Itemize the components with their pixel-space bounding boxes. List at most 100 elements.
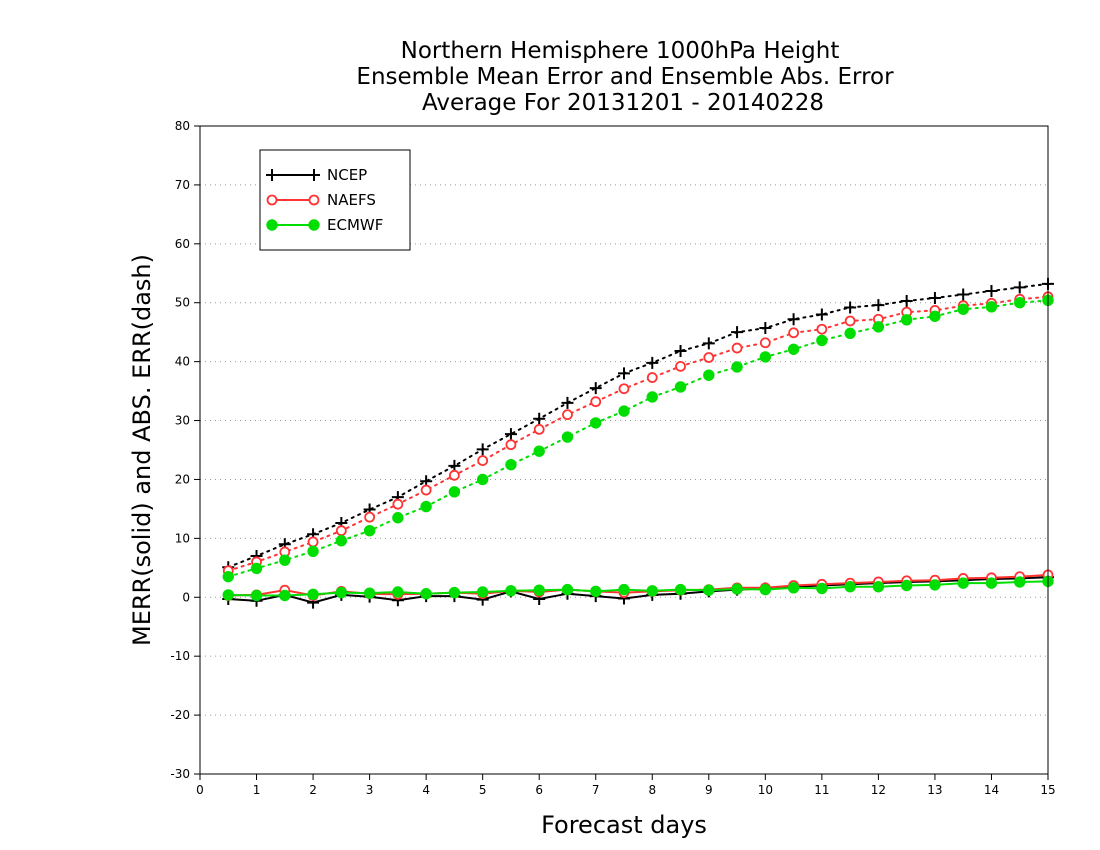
series-ecmwf-abs-error-point <box>335 535 348 547</box>
x-tick-label: 14 <box>984 783 999 797</box>
series-ecmwf-mean-error-point <box>900 579 913 592</box>
series-ecmwf-mean-error-point <box>307 588 319 601</box>
series-ecmwf-mean-error-point <box>590 585 602 598</box>
series-ecmwf-mean-error-point <box>646 585 658 597</box>
series-ecmwf-mean-error-point <box>787 582 800 594</box>
x-tick-label: 0 <box>196 783 204 797</box>
series-ncep-abs-error-point <box>900 294 913 307</box>
series-ncep-abs-error-point <box>787 313 800 326</box>
series-ecmwf-mean-error-point <box>703 584 715 596</box>
series-ecmwf-abs-error-point <box>1014 297 1026 309</box>
series-ecmwf-mean-error-point <box>844 580 856 593</box>
series-ecmwf-mean-error-point <box>476 586 489 598</box>
legend-marker-ecmwf <box>308 219 320 231</box>
y-tick-label: 20 <box>175 472 190 486</box>
series-ecmwf-abs-error-point <box>787 343 800 355</box>
series-naefs-abs-error-point <box>731 342 743 354</box>
series-naefs-abs-error-point <box>703 352 715 363</box>
legend-label-ecmwf: ECMWF <box>327 216 383 234</box>
x-tick-label: 9 <box>705 783 713 797</box>
series-ncep-abs-error-point <box>759 322 772 335</box>
x-tick-label: 2 <box>309 783 317 797</box>
series-ncep-abs-error-point <box>646 356 659 369</box>
series-ncep-abs-error-line <box>227 282 1049 569</box>
series-naefs-abs-error-point <box>590 396 602 408</box>
series-ecmwf-mean-error-point <box>279 589 291 602</box>
series-ecmwf-abs-error-point <box>590 417 602 429</box>
x-tick-label: 6 <box>535 783 543 797</box>
series-layer <box>222 277 1054 609</box>
series-naefs-abs-error-point <box>364 511 376 523</box>
y-tick-label: 30 <box>175 414 190 428</box>
series-ncep-abs-error-point <box>731 326 744 339</box>
series-naefs-abs-error-point <box>675 360 686 372</box>
series-ecmwf-abs-error-point <box>476 473 489 486</box>
series-ecmwf-abs-error-point <box>759 351 772 363</box>
y-tick-label: -20 <box>170 708 190 722</box>
series-ecmwf-mean-error-point <box>816 582 828 595</box>
series-ncep-abs-error-point <box>504 428 517 441</box>
y-tick-label: 10 <box>175 531 190 545</box>
series-ecmwf-abs-error-point <box>703 369 715 381</box>
series-ecmwf-mean-error-point <box>674 583 687 596</box>
series-ncep-abs-error-point <box>674 345 687 358</box>
series-ecmwf-mean-error-point <box>759 583 772 596</box>
y-tick-label: -30 <box>170 767 190 781</box>
series-ncep-abs-error-point <box>533 412 546 425</box>
series-naefs-abs-error-point <box>335 525 347 537</box>
series-naefs-abs-error-point <box>307 536 319 548</box>
series-naefs-abs-error-point <box>618 383 630 395</box>
series-ecmwf-mean-error-point <box>448 586 461 599</box>
series-naefs-abs-error-point <box>788 327 799 339</box>
series-ecmwf-abs-error-point <box>363 525 376 537</box>
x-tick-label: 8 <box>648 783 656 797</box>
x-tick-label: 5 <box>479 783 487 797</box>
legend-marker-ncep <box>266 169 278 181</box>
legend-marker-ncep <box>308 169 320 181</box>
series-ecmwf-abs-error-point <box>674 381 687 393</box>
series-naefs-abs-error-point <box>646 372 658 383</box>
series-ecmwf-mean-error-point <box>929 579 941 591</box>
x-tick-label: 12 <box>871 783 886 797</box>
legend-marker-ecmwf <box>266 219 278 231</box>
series-naefs-abs-error-point <box>477 455 489 467</box>
series-naefs <box>222 291 1054 601</box>
series-ncep-abs-error-point <box>928 292 941 305</box>
series-ecmwf-abs-error-line <box>227 299 1049 578</box>
series-ecmwf-mean-error-point <box>250 589 263 602</box>
plot-frame <box>199 125 1049 775</box>
series-ecmwf-abs-error-point <box>420 500 432 513</box>
series-ecmwf-abs-error-point <box>222 570 234 583</box>
series-ecmwf-mean-error-point <box>335 586 348 599</box>
series-naefs-abs-error-line <box>227 295 1049 572</box>
y-tick-label: 70 <box>175 178 190 192</box>
y-tick-label: 0 <box>182 590 190 604</box>
series-ecmwf-mean-error-point <box>561 583 574 596</box>
x-tick-label: 1 <box>253 783 261 797</box>
series-ecmwf-abs-error-point <box>816 334 828 347</box>
x-axis-label: Forecast days <box>541 811 707 839</box>
x-tick-label: 3 <box>366 783 374 797</box>
legend-marker-naefs <box>308 194 320 206</box>
series-ecmwf-abs-error-point <box>279 554 291 566</box>
series-ncep-abs-error-point <box>957 288 970 301</box>
series-ecmwf-mean-error-point <box>363 587 376 599</box>
series-ecmwf-abs-error-point <box>392 512 404 524</box>
series-naefs-abs-error-point <box>533 423 545 435</box>
series-ecmwf-abs-error-point <box>844 327 856 340</box>
chart-title-line-2: Ensemble Mean Error and Ensemble Abs. Er… <box>356 64 894 90</box>
series-naefs-abs-error-point <box>505 439 517 451</box>
series-naefs-abs-error-point <box>562 409 573 421</box>
legend-label-naefs: NAEFS <box>327 191 376 209</box>
x-tick-label: 15 <box>1040 783 1055 797</box>
series-ecmwf-mean-error-point <box>1014 576 1026 588</box>
legend-label-ncep: NCEP <box>327 166 367 184</box>
x-tick-label: 11 <box>814 783 829 797</box>
series-ncep-abs-error-point <box>815 308 828 321</box>
series-ecmwf-mean-error-point <box>222 589 234 601</box>
series-ncep-abs-error-point <box>618 367 630 380</box>
series-ecmwf-mean-error-point <box>618 583 630 596</box>
x-tick-label: 7 <box>592 783 600 797</box>
